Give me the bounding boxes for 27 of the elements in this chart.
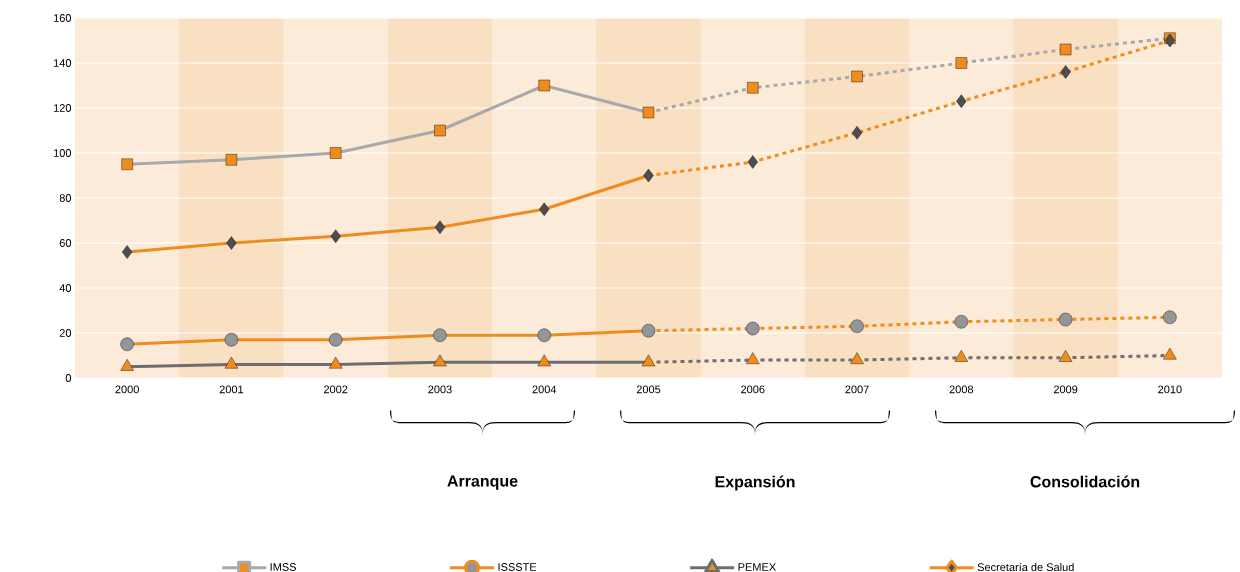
x-tick-label: 2000 — [115, 385, 139, 394]
legend-label: Secretaría de Salud — [977, 562, 1074, 572]
x-tick-label: 2010 — [1158, 385, 1182, 394]
y-tick-label: 140 — [53, 59, 72, 67]
x-tick-label: 2006 — [741, 385, 765, 394]
x-tick-label: 2002 — [323, 385, 348, 394]
x-tick-label: 2009 — [1053, 385, 1078, 394]
x-tick-label: 2007 — [845, 385, 869, 394]
y-tick-label: 20 — [59, 329, 72, 337]
x-tick-label: 2003 — [428, 385, 452, 394]
y-tick-label: 0 — [65, 374, 72, 382]
text: Consolidación — [1030, 475, 1140, 488]
y-tick-label: 100 — [53, 149, 72, 157]
y-tick-label: 60 — [59, 239, 72, 247]
x-tick-label: 2008 — [949, 385, 974, 394]
legend-label: PEMEX — [738, 563, 776, 571]
legend-label: IMSS — [270, 563, 297, 571]
y-tick-label: 80 — [59, 194, 72, 202]
legend-label: ISSSTE — [498, 563, 537, 571]
x-tick-label: 2005 — [636, 385, 661, 394]
y-tick-label: 40 — [59, 284, 72, 292]
x-tick-label: 2004 — [532, 385, 557, 394]
text: Arranque — [447, 475, 518, 490]
text: Expansión — [715, 475, 795, 491]
y-tick-label: 120 — [53, 104, 72, 112]
x-tick-label: 2001 — [219, 385, 244, 394]
y-tick-label: 160 — [53, 14, 72, 22]
